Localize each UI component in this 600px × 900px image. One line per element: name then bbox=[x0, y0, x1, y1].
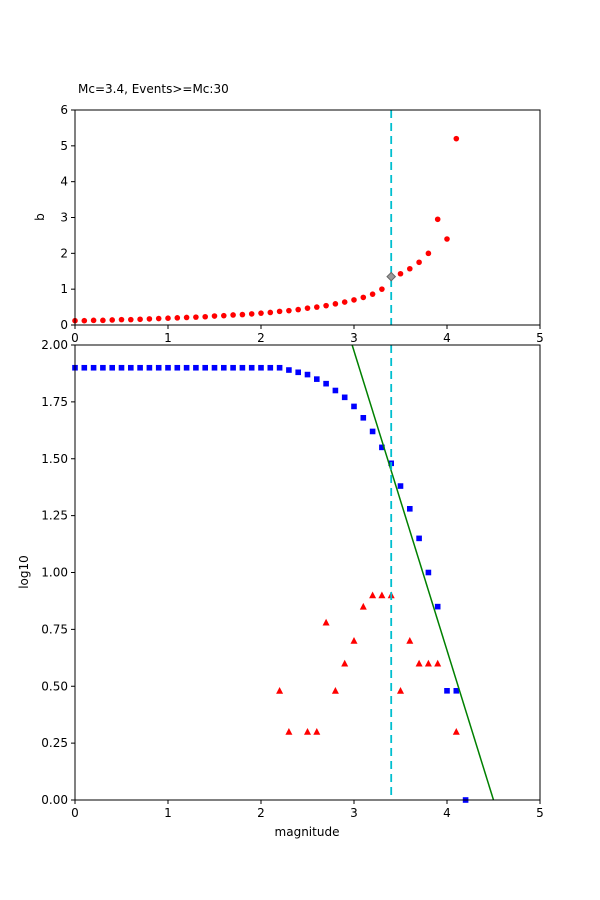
svg-text:0.00: 0.00 bbox=[41, 793, 68, 807]
bin-counts bbox=[276, 591, 460, 735]
svg-text:1.00: 1.00 bbox=[41, 566, 68, 580]
svg-text:1.75: 1.75 bbox=[41, 395, 68, 409]
y-axis-label-top: b bbox=[33, 213, 47, 221]
svg-text:3: 3 bbox=[60, 211, 68, 225]
mc-b-marker bbox=[386, 271, 397, 282]
svg-text:5: 5 bbox=[536, 806, 544, 820]
cumulative-counts bbox=[72, 364, 469, 803]
svg-text:3: 3 bbox=[350, 331, 358, 345]
x-tick-labels: 0 1 2 3 4 5 bbox=[71, 800, 544, 820]
svg-text:1: 1 bbox=[60, 282, 68, 296]
svg-text:6: 6 bbox=[60, 103, 68, 117]
svg-text:2: 2 bbox=[60, 246, 68, 260]
svg-text:0: 0 bbox=[71, 806, 79, 820]
svg-text:0: 0 bbox=[71, 331, 79, 345]
svg-text:3: 3 bbox=[350, 806, 358, 820]
b-values bbox=[72, 135, 460, 324]
gr-fit-line bbox=[351, 344, 495, 801]
svg-text:2: 2 bbox=[257, 806, 265, 820]
svg-text:0.25: 0.25 bbox=[41, 736, 68, 750]
svg-text:1: 1 bbox=[164, 806, 172, 820]
svg-text:0.50: 0.50 bbox=[41, 679, 68, 693]
frequency-magnitude-plot: 0 1 2 3 4 5 0.00 0.25 0.50 0.75 1.00 1.25 1.50 1.75 2.… bbox=[41, 338, 544, 820]
b-value-vs-cutoff-plot: 0 1 2 3 4 5 0 1 2 3 4 5 6 bbox=[60, 103, 543, 345]
y-tick-labels: 0 1 2 3 4 5 6 bbox=[60, 103, 75, 332]
x-tick-labels: 0 1 2 3 4 5 bbox=[71, 325, 544, 345]
svg-text:4: 4 bbox=[60, 175, 68, 189]
svg-text:2: 2 bbox=[257, 331, 265, 345]
svg-text:0.75: 0.75 bbox=[41, 622, 68, 636]
plot-title: Mc=3.4, Events>=Mc:30 bbox=[78, 82, 229, 96]
axes-frame bbox=[74, 109, 541, 326]
y-tick-labels: 0.00 0.25 0.50 0.75 1.00 1.25 1.50 1.75 2.00 bbox=[41, 338, 75, 807]
svg-text:0: 0 bbox=[60, 318, 68, 332]
svg-text:4: 4 bbox=[443, 331, 451, 345]
svg-text:1.50: 1.50 bbox=[41, 452, 68, 466]
y-axis-label-bottom: log10 bbox=[17, 555, 31, 589]
svg-text:5: 5 bbox=[60, 139, 68, 153]
svg-text:1: 1 bbox=[164, 331, 172, 345]
svg-text:5: 5 bbox=[536, 331, 544, 345]
x-axis-label: magnitude bbox=[274, 825, 340, 839]
svg-text:4: 4 bbox=[443, 806, 451, 820]
svg-text:2.00: 2.00 bbox=[41, 338, 68, 352]
svg-text:1.25: 1.25 bbox=[41, 509, 68, 523]
